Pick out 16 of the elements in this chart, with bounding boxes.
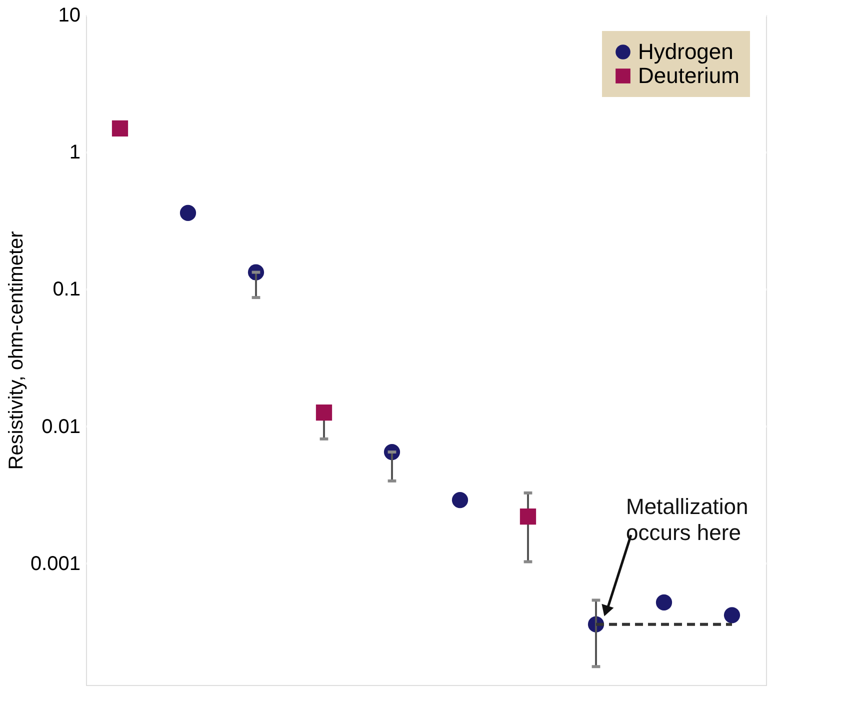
y-tick-label: 0.01 [42, 416, 80, 438]
point [656, 594, 672, 610]
y-tick-label: 1 [69, 142, 80, 164]
legend-label: Deuterium [638, 63, 740, 88]
annotation: Metallization occurs here [626, 494, 748, 545]
point [452, 492, 468, 508]
y-tick-label: 0.001 [30, 553, 80, 575]
y-tick-label: 10 [58, 4, 80, 26]
y-axis-title: Resistivity, ohm-centimeter [5, 230, 28, 470]
point [724, 607, 740, 624]
point [520, 508, 536, 525]
legend-label: Hydrogen [638, 39, 734, 64]
point [316, 404, 332, 421]
point [180, 204, 196, 222]
point [112, 120, 128, 136]
y-tick-label: 0.1 [52, 278, 80, 301]
